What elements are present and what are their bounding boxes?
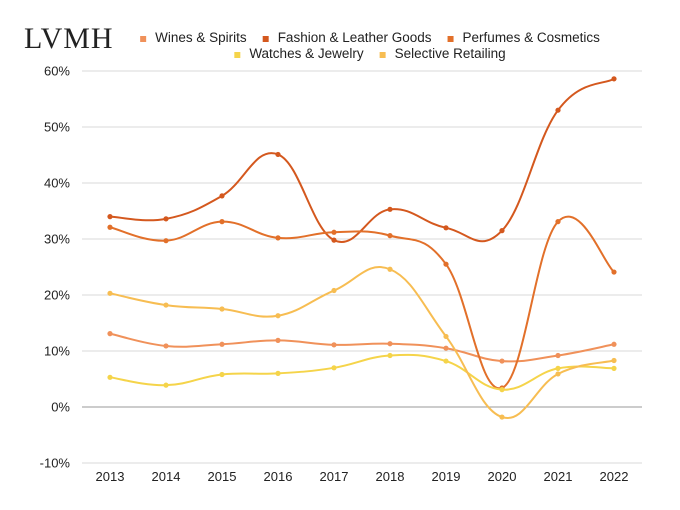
data-point-fashion-and-leather-goods — [555, 107, 561, 113]
legend-item-wines-and-spirits: Wines & Spirits — [140, 30, 247, 45]
data-point-perfumes-and-cosmetics — [387, 233, 393, 239]
data-point-wines-and-spirits — [163, 343, 169, 349]
data-point-watches-and-jewelry — [219, 371, 225, 378]
y-tick-label: 40% — [44, 176, 70, 191]
data-point-fashion-and-leather-goods — [611, 76, 617, 82]
x-tick-label: 2019 — [432, 469, 461, 484]
y-tick-label: 10% — [44, 344, 70, 359]
data-point-selective-retailing — [387, 266, 393, 272]
data-point-watches-and-jewelry — [387, 352, 393, 359]
x-axis-ticks: 2013 2014 2015 2016 2017 2018 2019 2020 2021 2022 — [96, 469, 629, 484]
legend-item-fashion-and-leather-goods: Fashion & Leather Goods — [262, 30, 432, 45]
data-point-perfumes-and-cosmetics — [107, 224, 113, 230]
y-axis-ticks: -10% 0% 10% 20% 30% 40% 50% 60% — [40, 64, 71, 471]
series-line-perfumes-and-cosmetics — [109, 215, 615, 390]
data-point-fashion-and-leather-goods — [387, 206, 393, 212]
data-point-fashion-and-leather-goods — [275, 151, 281, 158]
data-point-wines-and-spirits — [555, 352, 561, 359]
legend-label: Perfumes & Cosmetics — [463, 30, 601, 45]
legend-swatch — [447, 36, 454, 42]
x-tick-label: 2016 — [264, 469, 293, 484]
y-tick-label: 30% — [44, 232, 70, 247]
legend-item-selective-retailing: Selective Retailing — [379, 46, 506, 61]
data-point-perfumes-and-cosmetics — [443, 261, 449, 267]
series-selective-retailing — [107, 266, 617, 420]
data-point-watches-and-jewelry — [275, 370, 281, 376]
y-tick-label: 20% — [44, 288, 70, 303]
x-tick-label: 2015 — [208, 469, 237, 484]
data-point-watches-and-jewelry — [163, 382, 169, 388]
data-point-fashion-and-leather-goods — [499, 228, 505, 234]
x-tick-label: 2017 — [320, 469, 349, 484]
data-point-fashion-and-leather-goods — [163, 216, 169, 222]
data-point-perfumes-and-cosmetics — [331, 229, 337, 235]
series-line-fashion-and-leather-goods — [109, 77, 615, 243]
data-point-watches-and-jewelry — [443, 358, 449, 364]
legend-label: Watches & Jewelry — [249, 46, 364, 61]
data-point-watches-and-jewelry — [331, 365, 337, 371]
legend-label: Wines & Spirits — [155, 30, 247, 45]
data-point-fashion-and-leather-goods — [219, 193, 225, 199]
gridlines — [82, 70, 642, 464]
data-point-fashion-and-leather-goods — [107, 214, 113, 220]
data-point-selective-retailing — [499, 414, 505, 420]
y-tick-label: 60% — [44, 64, 70, 79]
data-point-perfumes-and-cosmetics — [275, 235, 281, 241]
series-fashion-and-leather-goods — [107, 76, 617, 243]
legend-item-perfumes-and-cosmetics: Perfumes & Cosmetics — [447, 30, 601, 45]
data-point-wines-and-spirits — [107, 331, 113, 337]
series-wines-and-spirits — [107, 331, 617, 364]
data-point-watches-and-jewelry — [555, 365, 561, 371]
x-tick-label: 2013 — [96, 469, 125, 484]
data-point-selective-retailing — [555, 371, 561, 377]
data-point-wines-and-spirits — [219, 341, 225, 347]
data-point-selective-retailing — [331, 287, 337, 294]
x-tick-label: 2022 — [600, 469, 629, 484]
x-tick-label: 2021 — [544, 469, 573, 484]
data-point-perfumes-and-cosmetics — [219, 219, 225, 225]
lvmh-logo: LVMH — [24, 22, 114, 55]
data-point-watches-and-jewelry — [611, 365, 617, 371]
legend-swatch — [140, 36, 147, 42]
y-tick-label: 50% — [44, 120, 70, 135]
series-line-selective-retailing — [109, 266, 615, 419]
data-point-selective-retailing — [275, 313, 281, 319]
data-point-fashion-and-leather-goods — [331, 237, 337, 243]
x-tick-label: 2018 — [376, 469, 405, 484]
series-watches-and-jewelry — [107, 352, 617, 393]
data-point-fashion-and-leather-goods — [443, 225, 449, 231]
legend-label: Selective Retailing — [395, 46, 506, 61]
series-line-wines-and-spirits — [109, 332, 615, 363]
data-point-selective-retailing — [611, 357, 617, 364]
data-point-wines-and-spirits — [443, 345, 449, 351]
data-point-watches-and-jewelry — [107, 374, 113, 380]
legend-swatch — [379, 52, 386, 58]
x-tick-label: 2014 — [152, 469, 181, 484]
legend: Wines & Spirits Fashion & Leather Goods Pe… — [140, 30, 600, 61]
series-perfumes-and-cosmetics — [107, 215, 617, 391]
legend-swatch — [262, 36, 269, 42]
y-tick-label: 0% — [51, 400, 70, 415]
data-point-selective-retailing — [443, 333, 449, 340]
legend-item-watches-and-jewelry: Watches & Jewelry — [234, 46, 364, 61]
data-point-watches-and-jewelry — [499, 387, 505, 393]
data-point-perfumes-and-cosmetics — [555, 219, 561, 225]
data-point-perfumes-and-cosmetics — [611, 269, 617, 275]
data-point-wines-and-spirits — [275, 337, 281, 343]
data-point-perfumes-and-cosmetics — [163, 238, 169, 244]
y-tick-label: -10% — [40, 456, 71, 471]
series-line-watches-and-jewelry — [109, 353, 615, 391]
series-layer — [107, 76, 617, 420]
data-point-wines-and-spirits — [331, 342, 337, 348]
data-point-selective-retailing — [107, 290, 113, 296]
data-point-wines-and-spirits — [387, 341, 393, 347]
data-point-wines-and-spirits — [611, 341, 617, 347]
data-point-selective-retailing — [163, 302, 169, 308]
legend-label: Fashion & Leather Goods — [278, 30, 432, 45]
data-point-wines-and-spirits — [499, 358, 505, 364]
x-tick-label: 2020 — [488, 469, 517, 484]
data-point-selective-retailing — [219, 306, 225, 312]
legend-swatch — [234, 52, 241, 58]
